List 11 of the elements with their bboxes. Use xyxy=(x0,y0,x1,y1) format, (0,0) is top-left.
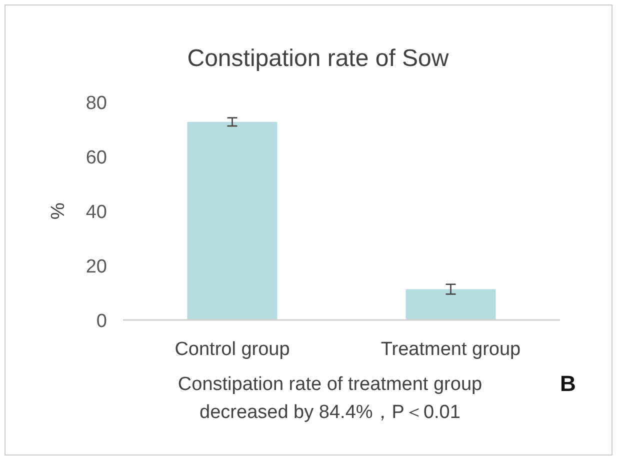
text: Constipation rate of treatment group decreased by 84.4%，P＜0.01 xyxy=(178,374,482,423)
y-tick-label: 20 xyxy=(86,256,107,278)
y-tick-label: 0 xyxy=(96,311,107,332)
x-tick-label: Treatment group xyxy=(380,339,521,360)
y-tick-label: 40 xyxy=(86,202,107,223)
text: B xyxy=(560,371,576,396)
chart-title: Constipation rate of Sow xyxy=(187,45,450,72)
x-tick-label: Control group xyxy=(174,339,290,360)
y-tick-label: 80 xyxy=(86,93,107,114)
y-axis-title: % xyxy=(48,202,69,220)
y-tick-label: 60 xyxy=(86,148,107,168)
